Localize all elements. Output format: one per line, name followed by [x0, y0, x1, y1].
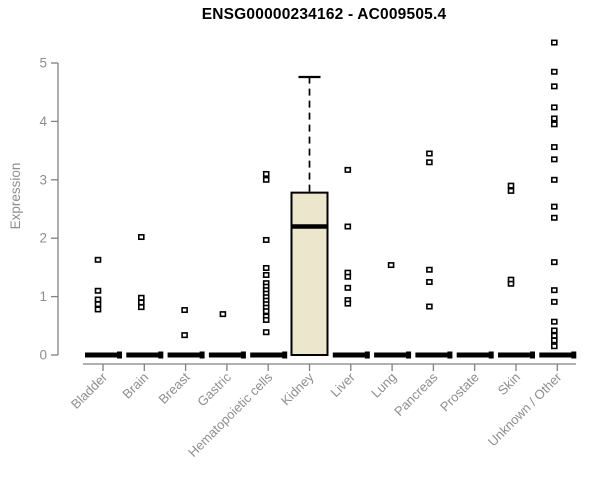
- outlier-point-brain: [138, 234, 145, 241]
- zero-bar-liver: [332, 352, 369, 358]
- zero-bar-bladder: [85, 352, 121, 358]
- outlier-point-bladder: [94, 287, 102, 294]
- box-kidney: [290, 191, 329, 356]
- outlier-point-unknown-other: [550, 318, 558, 325]
- y-tick-label: 0: [39, 348, 47, 363]
- outlier-point-unknown-other: [550, 39, 558, 46]
- x-tick-label-liver: Liver: [327, 369, 358, 400]
- outlier-point-hematopoietic-cells: [262, 170, 270, 177]
- outlier-point-unknown-other: [550, 83, 558, 90]
- outlier-point-hematopoietic-cells: [262, 176, 270, 183]
- zero-bar-notch-lung: [406, 351, 412, 359]
- x-tick-label-skin: Skin: [495, 370, 523, 398]
- outlier-point-lung: [387, 262, 395, 269]
- x-tick-label-unknown-other: Unknown / Other: [485, 369, 565, 449]
- outlier-point-brain: [138, 294, 145, 301]
- zero-bar-notch-prostate: [488, 351, 494, 359]
- outlier-point-hematopoietic-cells: [262, 236, 270, 243]
- outlier-point-unknown-other: [550, 68, 558, 75]
- zero-bar-pancreas: [415, 352, 452, 358]
- zero-bar-skin: [498, 352, 534, 358]
- outlier-point-pancreas: [426, 159, 433, 166]
- x-tick-label-lung: Lung: [368, 370, 399, 401]
- zero-bar-notch-skin: [530, 351, 535, 359]
- y-tick-label: 1: [39, 289, 47, 304]
- zero-bar-notch-bladder: [117, 351, 122, 359]
- x-tick-label-gastric: Gastric: [194, 369, 234, 409]
- outlier-point-hematopoietic-cells: [262, 264, 270, 271]
- outlier-point-unknown-other: [550, 144, 558, 151]
- outlier-point-bladder: [94, 296, 102, 303]
- outlier-point-liver: [344, 223, 352, 230]
- outlier-point-liver: [344, 300, 352, 307]
- outlier-point-pancreas: [426, 278, 433, 285]
- outlier-point-hematopoietic-cells: [262, 329, 270, 336]
- zero-bar-unknown-other: [539, 352, 576, 358]
- outlier-point-liver: [344, 273, 352, 280]
- x-tick-label-kidney: Kidney: [278, 369, 317, 408]
- zero-bar-notch-liver: [364, 351, 370, 359]
- zero-bar-gastric: [208, 352, 245, 358]
- outlier-point-pancreas: [426, 303, 433, 310]
- zero-bar-notch-unknown-other: [571, 351, 577, 359]
- zero-bar-brain: [126, 352, 163, 358]
- outlier-point-gastric: [219, 311, 227, 318]
- outlier-point-liver: [344, 166, 352, 173]
- outlier-point-unknown-other: [550, 115, 558, 122]
- zero-bar-breast: [167, 352, 204, 358]
- zero-bar-notch-breast: [199, 351, 205, 359]
- outlier-point-unknown-other: [550, 298, 558, 305]
- outlier-point-pancreas: [426, 266, 433, 273]
- outlier-point-unknown-other: [550, 121, 558, 128]
- outlier-point-unknown-other: [550, 156, 558, 163]
- outlier-point-breast: [181, 307, 188, 314]
- chart-title: ENSG00000234162 - AC009505.4: [201, 6, 447, 23]
- outlier-point-hematopoietic-cells: [262, 316, 270, 323]
- zero-bar-notch-hematopoietic-cells: [282, 351, 288, 359]
- x-tick-label-prostate: Prostate: [437, 370, 482, 415]
- outlier-point-hematopoietic-cells: [262, 271, 270, 278]
- zero-bar-notch-gastric: [240, 351, 246, 359]
- x-tick-label-bladder: Bladder: [68, 369, 111, 412]
- outlier-point-liver: [344, 284, 352, 291]
- x-tick-label-breast: Breast: [156, 369, 193, 406]
- outlier-point-brain: [138, 304, 145, 311]
- zero-bar-notch-pancreas: [447, 351, 453, 359]
- outlier-point-unknown-other: [550, 343, 558, 350]
- outlier-point-unknown-other: [550, 104, 558, 111]
- outlier-point-bladder: [94, 301, 102, 308]
- zero-bar-lung: [374, 352, 411, 358]
- outlier-point-hematopoietic-cells: [262, 308, 270, 315]
- outlier-point-brain: [138, 299, 145, 306]
- y-tick-label: 4: [39, 114, 47, 129]
- y-tick-label: 3: [39, 172, 47, 187]
- outlier-point-unknown-other: [550, 287, 558, 294]
- outlier-point-pancreas: [426, 150, 433, 157]
- outlier-point-skin: [507, 187, 515, 194]
- y-tick-label: 2: [39, 231, 47, 246]
- y-tick-label: 5: [39, 56, 47, 71]
- outlier-point-unknown-other: [550, 203, 558, 210]
- outlier-point-unknown-other: [550, 176, 558, 183]
- outlier-point-unknown-other: [550, 327, 558, 334]
- zero-bar-prostate: [456, 352, 493, 358]
- x-tick-label-pancreas: Pancreas: [391, 369, 441, 419]
- outlier-point-unknown-other: [550, 259, 558, 266]
- outlier-point-breast: [181, 332, 188, 339]
- outlier-point-skin: [507, 182, 515, 189]
- outlier-point-unknown-other: [550, 337, 558, 344]
- outlier-point-unknown-other: [550, 214, 558, 221]
- zero-bar-notch-brain: [158, 351, 164, 359]
- outlier-point-unknown-other: [550, 332, 558, 339]
- outlier-point-bladder: [94, 306, 102, 313]
- outlier-point-bladder: [94, 256, 102, 263]
- outlier-point-skin: [507, 280, 515, 287]
- zero-bar-hematopoietic-cells: [250, 352, 287, 358]
- x-tick-label-brain: Brain: [119, 370, 151, 402]
